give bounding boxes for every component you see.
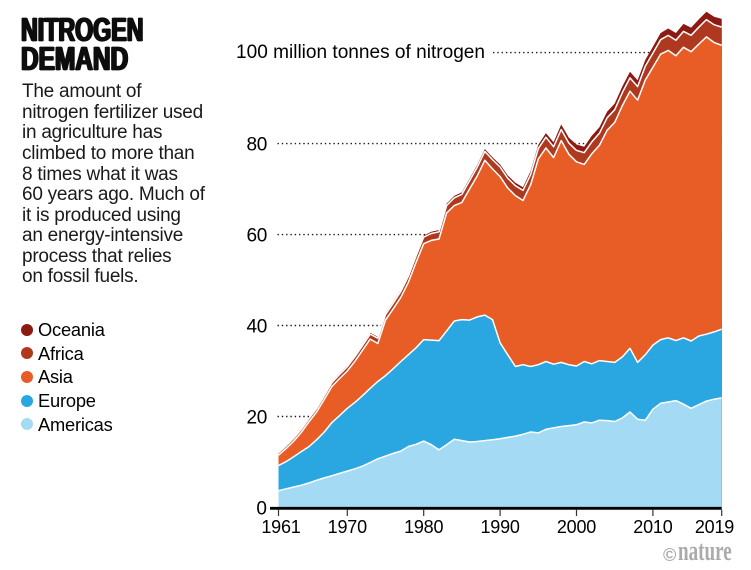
svg-text:2019: 2019 [695, 517, 734, 537]
svg-text:60: 60 [246, 226, 267, 247]
svg-text:2000: 2000 [557, 517, 596, 537]
svg-text:40: 40 [246, 317, 267, 338]
svg-text:2010: 2010 [633, 517, 672, 537]
svg-text:1961: 1961 [261, 517, 300, 537]
svg-text:80: 80 [246, 135, 267, 156]
svg-text:1980: 1980 [404, 517, 443, 537]
svg-text:1990: 1990 [480, 517, 519, 537]
svg-text:1970: 1970 [328, 517, 367, 537]
svg-text:0: 0 [256, 499, 267, 520]
svg-text:20: 20 [246, 408, 267, 429]
svg-text:100 million tonnes of nitrogen: 100 million tonnes of nitrogen [236, 42, 485, 63]
